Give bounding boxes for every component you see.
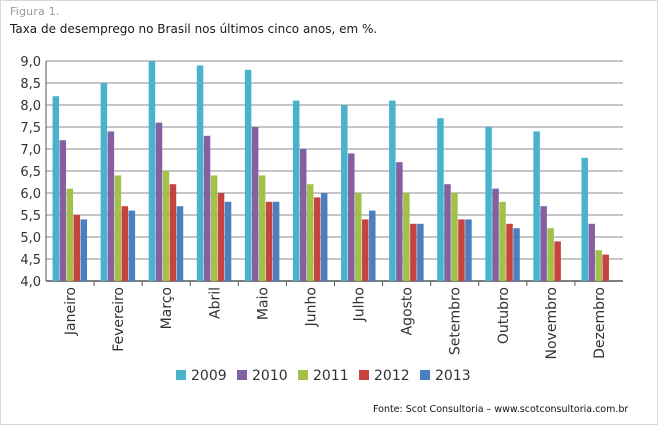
bar-2012-0 [73, 215, 81, 281]
bar-2013-9 [513, 228, 520, 281]
y-tick-label: 5,0 [20, 231, 41, 246]
y-tick-label: 6,5 [20, 165, 41, 180]
bar-2012-10 [554, 241, 561, 281]
bar-2012-1 [121, 206, 129, 281]
y-tick-label: 4,0 [20, 275, 41, 290]
bar-2010-2 [155, 122, 163, 281]
y-tick-label: 9,0 [20, 55, 41, 70]
bar-2011-5 [306, 184, 314, 281]
x-tick-label: Maio [255, 287, 271, 320]
bar-2011-11 [595, 250, 602, 281]
bar-2009-1 [100, 83, 108, 281]
y-tick-label: 8,0 [20, 99, 41, 114]
bar-2013-6 [369, 210, 376, 281]
bar-2012-8 [458, 219, 465, 281]
legend-label-2011: 2011 [313, 368, 349, 384]
bar-2009-0 [52, 96, 60, 281]
legend-swatch-2012 [359, 370, 369, 380]
bar-2011-6 [355, 193, 362, 281]
bar-2011-7 [403, 193, 410, 281]
bar-2010-1 [107, 131, 115, 281]
bar-2011-10 [547, 228, 554, 281]
chart-title: Taxa de desemprego no Brasil nos últimos… [10, 22, 378, 36]
bar-chart: 4,0 4,5 5,0 5,5 6,0 6,5 7,0 7,5 8,0 8,5 9,0 Janeiro… [20, 55, 623, 384]
bar-2011-0 [66, 188, 74, 281]
legend-swatch-2009 [176, 370, 186, 380]
source-note: Fonte: Scot Consultoria – www.scotconsul… [373, 404, 629, 415]
legend-swatch-2010 [237, 370, 247, 380]
x-tick-label: Abril [207, 287, 223, 319]
bar-2009-5 [292, 100, 300, 281]
bar-2009-6 [341, 105, 348, 281]
bar-2011-2 [162, 171, 170, 281]
bar-2010-8 [444, 184, 451, 281]
legend-swatch-2011 [298, 370, 308, 380]
bar-2012-3 [217, 193, 225, 281]
bar-2009-4 [244, 69, 252, 281]
y-tick-label: 6,0 [20, 187, 41, 202]
bar-2009-11 [581, 157, 588, 281]
y-tick-label: 7,5 [20, 121, 41, 136]
x-tick-label: Março [159, 287, 175, 329]
bar-2010-6 [348, 153, 355, 281]
x-tick-label: Fevereiro [111, 287, 127, 352]
bar-2010-10 [540, 206, 547, 281]
bar-2013-8 [465, 219, 472, 281]
bar-2012-4 [265, 201, 273, 281]
bar-2012-6 [362, 219, 369, 281]
figure-label: Figura 1. [10, 5, 60, 18]
bar-2012-11 [602, 254, 609, 281]
bar-2011-9 [499, 201, 506, 281]
bar-2009-3 [196, 65, 204, 282]
bar-2010-9 [492, 188, 499, 281]
bar-2013-1 [128, 210, 136, 281]
bar-2011-8 [451, 193, 458, 281]
bar-2011-3 [210, 175, 218, 281]
x-tick-label: Junho [303, 287, 319, 327]
bar-2009-7 [389, 100, 396, 281]
bar-2011-1 [114, 175, 122, 281]
bar-2013-2 [176, 206, 184, 281]
x-tick-label: Dezembro [592, 287, 608, 359]
bar-2013-7 [417, 223, 424, 281]
y-tick-label: 5,5 [20, 209, 41, 224]
x-tick-label: Outubro [496, 287, 512, 344]
bar-2013-3 [224, 201, 232, 281]
bar-2012-5 [313, 197, 321, 281]
bar-2010-7 [396, 162, 403, 281]
y-tick-label: 4,5 [20, 253, 41, 268]
legend-swatch-2013 [420, 370, 430, 380]
legend-label-2013: 2013 [435, 368, 471, 384]
bar-2012-7 [410, 223, 417, 281]
x-tick-label: Setembro [448, 287, 464, 355]
bar-2011-4 [258, 175, 266, 281]
bar-2013-4 [272, 201, 280, 281]
bar-2010-11 [588, 223, 595, 281]
x-tick-label: Julho [352, 287, 368, 322]
bar-2010-4 [251, 127, 259, 281]
legend-label-2010: 2010 [252, 368, 288, 384]
bar-2013-0 [80, 219, 88, 281]
x-tick-label: Novembro [544, 287, 560, 359]
bar-2009-2 [148, 61, 156, 281]
bar-2013-5 [320, 193, 328, 281]
x-tick-label: Agosto [400, 287, 416, 335]
x-tick-label: Janeiro [63, 287, 79, 336]
bar-2009-9 [485, 127, 492, 281]
bar-2012-2 [169, 184, 177, 281]
y-tick-label: 8,5 [20, 77, 41, 92]
bar-2009-10 [533, 131, 540, 281]
bar-2012-9 [506, 223, 513, 281]
bar-2009-8 [437, 118, 444, 281]
bar-2010-0 [59, 140, 67, 281]
y-tick-label: 7,0 [20, 143, 41, 158]
bar-2010-5 [299, 149, 307, 281]
legend-label-2009: 2009 [191, 368, 227, 384]
bar-2010-3 [203, 135, 211, 281]
legend-label-2012: 2012 [374, 368, 410, 384]
